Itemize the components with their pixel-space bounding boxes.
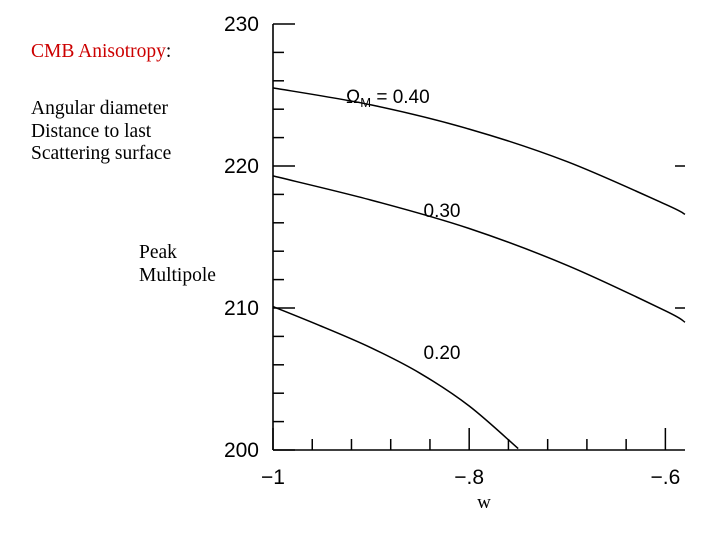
x-tick-label: −.6 xyxy=(650,466,680,489)
x-axis-title: w xyxy=(477,492,491,513)
x-tick-label: −1 xyxy=(261,466,285,489)
angular-diameter-note: Angular diameter Distance to last Scatte… xyxy=(31,98,171,166)
series-line-0.20 xyxy=(272,305,519,450)
peak-note-line-1: Peak xyxy=(139,242,177,263)
y-tick-label: 220 xyxy=(224,155,259,178)
curve-label: 0.20 xyxy=(424,343,461,364)
curves xyxy=(272,87,686,450)
series-line-0.30 xyxy=(272,175,686,323)
labels: 200 210 220 230 −1 −.8 −.6 w 0.30 0.20 ΩM = 0.40 xyxy=(224,13,680,513)
angular-note-line-1: Angular diameter xyxy=(31,98,168,119)
angular-note-line-2: Distance to last xyxy=(31,120,152,142)
cmb-anisotropy-title: CMB Anisotropy xyxy=(31,41,166,62)
x-tick-label: −.8 xyxy=(454,466,484,489)
axis-ticks xyxy=(272,23,685,451)
y-tick-label: 200 xyxy=(224,439,259,462)
curve-label: 0.30 xyxy=(424,201,461,222)
cmb-anisotropy-heading: CMB Anisotropy: xyxy=(31,41,171,64)
y-tick-label: 230 xyxy=(224,13,259,36)
y-tick-label: 210 xyxy=(224,297,259,320)
cmb-anisotropy-colon: : xyxy=(165,41,172,62)
peak-multipole-note: Peak Multipole xyxy=(139,242,216,287)
series-line-0.40 xyxy=(272,87,686,215)
peak-note-line-2: Multipole xyxy=(139,264,216,286)
omega-m-label: ΩM = 0.40 xyxy=(346,87,430,110)
angular-note-line-3: Scattering surface xyxy=(31,143,172,164)
